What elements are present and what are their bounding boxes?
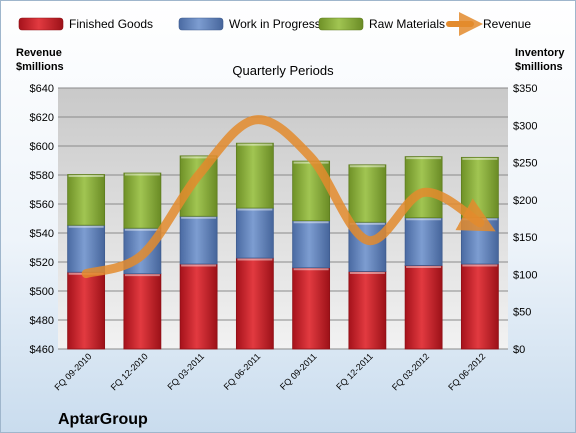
left-tick-label: $500 (30, 286, 54, 298)
left-axis-ticks: $460 $480 $500 $520 $540 $560 $580 $600 $620 $640 (30, 83, 54, 356)
bar-work-in-progress (235, 207, 274, 259)
bar-finished-goods (292, 267, 331, 350)
right-axis-ticks: $0 $50 $100 $150 $200 $250 $300 $350 (513, 83, 537, 356)
legend-label: Work in Progress (229, 17, 321, 31)
left-tick-label: $540 (30, 228, 54, 240)
legend-swatch-raw-materials (318, 17, 364, 31)
left-axis-title-line1: Revenue (16, 47, 62, 59)
bar-finished-goods (179, 263, 218, 350)
right-axis-title-line2: $millions (515, 61, 563, 73)
x-tick-label: FQ 09-2011 (278, 351, 319, 392)
left-tick-label: $620 (30, 112, 54, 124)
bar-raw-materials (404, 156, 443, 219)
left-axis-title-line2: $millions (16, 61, 64, 73)
right-tick-label: $200 (513, 195, 537, 207)
right-tick-label: $100 (513, 269, 537, 281)
x-tick-label: FQ 03-2011 (165, 351, 206, 392)
x-tick-label: FQ 12-2011 (334, 351, 375, 392)
revenue-line (81, 115, 496, 279)
legend-label: Raw Materials (369, 17, 445, 31)
bar-finished-goods (235, 257, 274, 350)
left-tick-label: $600 (30, 141, 54, 153)
bar-finished-goods (123, 273, 162, 350)
bar-finished-goods (67, 271, 106, 350)
right-tick-label: $250 (513, 158, 537, 170)
bar-finished-goods (404, 265, 443, 350)
bar-finished-goods (348, 271, 387, 350)
legend-swatch-work-in-progress (178, 17, 224, 31)
x-axis-ticks: FQ 09-2010 FQ 12-2010 FQ 03-2011 FQ 06-2011… (53, 351, 488, 392)
bar-work-in-progress (404, 217, 443, 266)
x-tick-label: FQ 09-2010 (53, 351, 94, 392)
right-tick-label: $0 (513, 344, 525, 356)
left-tick-label: $480 (30, 315, 54, 327)
x-tick-label: FQ 06-2011 (222, 351, 263, 392)
bar-work-in-progress (292, 220, 331, 269)
left-tick-label: $580 (30, 170, 54, 182)
left-tick-label: $560 (30, 199, 54, 211)
right-tick-label: $150 (513, 232, 537, 244)
legend-label: Revenue (483, 17, 531, 31)
bar-raw-materials (123, 172, 162, 229)
x-tick-label: FQ 06-2012 (446, 351, 487, 392)
bar-raw-materials (67, 174, 106, 226)
left-tick-label: $460 (30, 344, 54, 356)
left-tick-label: $640 (30, 83, 54, 95)
chart-title: Quarterly Periods (232, 63, 334, 78)
legend: Finished Goods Work in Progress Raw Materi… (18, 12, 531, 36)
x-tick-label: FQ 03-2012 (390, 351, 431, 392)
company-name: AptarGroup (58, 411, 148, 428)
left-tick-label: $520 (30, 257, 54, 269)
bar-work-in-progress (179, 215, 218, 265)
right-tick-label: $50 (513, 307, 531, 319)
bar-raw-materials (235, 142, 274, 209)
legend-label: Finished Goods (69, 17, 153, 31)
bar-raw-materials (348, 164, 387, 223)
legend-swatch-finished-goods (18, 17, 64, 31)
right-axis-title-line1: Inventory (515, 47, 565, 59)
bar-work-in-progress (67, 224, 106, 273)
x-tick-label: FQ 12-2010 (109, 351, 150, 392)
bar-finished-goods (460, 263, 499, 350)
right-tick-label: $300 (513, 120, 537, 132)
right-tick-label: $350 (513, 83, 537, 95)
